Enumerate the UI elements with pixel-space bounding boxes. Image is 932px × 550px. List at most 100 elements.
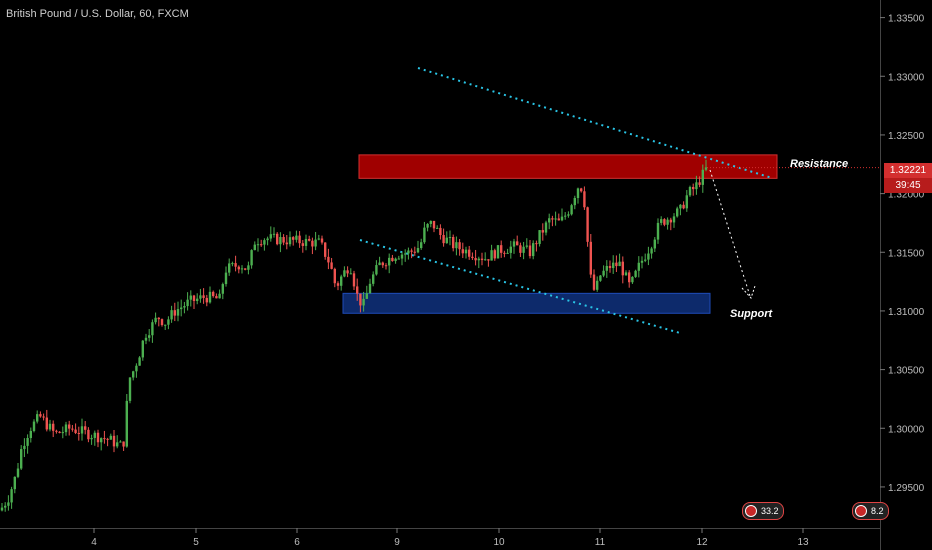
candle-body (452, 237, 455, 249)
candle-body (445, 237, 448, 244)
candle-body (77, 432, 80, 434)
candle-body (192, 295, 196, 301)
candle-body (160, 319, 164, 326)
resistance-label: Resistance (790, 158, 849, 170)
candle-body (602, 270, 605, 276)
candle-body (490, 250, 493, 261)
candle-body (455, 242, 458, 249)
candle-body (640, 260, 644, 263)
candle-body (356, 286, 359, 294)
candle-body (592, 274, 596, 290)
x-tick-label: 5 (193, 537, 199, 548)
candle-body (400, 254, 404, 259)
candle-body (263, 240, 266, 245)
candle-body (522, 246, 525, 253)
candle-body (525, 245, 528, 247)
candle-body (96, 432, 100, 443)
event-count: 33.2 (761, 506, 779, 516)
candle-body (340, 276, 343, 286)
candle-body (10, 489, 13, 503)
candle-body (295, 235, 298, 240)
candle-body (45, 417, 48, 430)
candle-body (202, 295, 205, 298)
candle-body (308, 238, 311, 241)
candle-body (109, 435, 112, 440)
candle-body (317, 238, 320, 240)
candle-body (42, 416, 45, 418)
symbol-title: British Pound / U.S. Dollar, 60, FXCM (6, 8, 189, 20)
resistance-zone (358, 154, 778, 179)
candle-body (580, 188, 583, 192)
x-tick-label: 4 (91, 537, 97, 548)
candle-body (423, 227, 426, 243)
y-tick-label: 1.31000 (888, 307, 925, 318)
candle-body (228, 263, 231, 273)
candle-body (583, 191, 586, 208)
candle-body (170, 310, 173, 320)
us-flag-icon (855, 505, 867, 517)
candle-body (215, 296, 218, 299)
upper-trendline (417, 67, 773, 179)
economic-event-badge[interactable]: 33.2 (742, 502, 784, 520)
candle-body (138, 357, 141, 366)
candle-body (349, 273, 352, 275)
candle-body (122, 441, 125, 447)
candle-body (426, 223, 429, 228)
y-tick-label: 1.32500 (888, 131, 925, 142)
y-tick-label: 1.33500 (888, 14, 925, 25)
candle-body (516, 241, 519, 246)
candle-body (436, 227, 439, 229)
candle-body (576, 188, 580, 199)
candle-body (564, 215, 567, 217)
candle-body (52, 423, 55, 431)
candle-body (240, 268, 244, 270)
candle-body (244, 268, 247, 270)
candle-body (666, 219, 669, 225)
candle-body (234, 263, 237, 267)
projection-arrow-head (741, 285, 756, 299)
y-tick-label: 1.33000 (888, 72, 925, 83)
candle-body (532, 243, 535, 257)
candle-body (61, 432, 64, 434)
candle-body (87, 429, 90, 440)
candle-body (554, 218, 557, 220)
candle-body (413, 251, 416, 253)
candle-body (260, 244, 263, 246)
candle-body (477, 258, 480, 261)
candle-body (631, 276, 634, 283)
candle-body (330, 262, 333, 269)
support-label: Support (730, 308, 773, 320)
candle-body (682, 204, 685, 209)
candle-body (7, 502, 10, 506)
candle-body (653, 239, 656, 249)
candle-body (416, 248, 420, 253)
candle-body (128, 377, 132, 401)
candle-body (420, 242, 423, 249)
candle-body (183, 306, 186, 308)
candle-body (586, 207, 589, 242)
candle-body (0, 507, 4, 511)
candle-body (685, 195, 688, 209)
candle-body (298, 235, 301, 244)
economic-event-badge[interactable]: 8.2 (852, 502, 889, 520)
candle-body (253, 244, 256, 251)
candle-body (135, 365, 138, 372)
candle-body (381, 262, 384, 266)
candle-body (327, 256, 330, 263)
candle-body (679, 204, 682, 209)
candle-body (567, 214, 570, 216)
candle-body (29, 430, 32, 438)
candle-body (13, 476, 16, 490)
candle-body (695, 182, 698, 190)
candle-body (647, 253, 650, 260)
candle-body (256, 244, 260, 246)
candle-body (362, 298, 365, 306)
candle-body (141, 340, 144, 358)
candle-body (628, 272, 631, 283)
candle-body (506, 252, 509, 254)
candle-body (663, 219, 666, 225)
candle-body (676, 208, 679, 217)
candle-body (560, 216, 564, 221)
